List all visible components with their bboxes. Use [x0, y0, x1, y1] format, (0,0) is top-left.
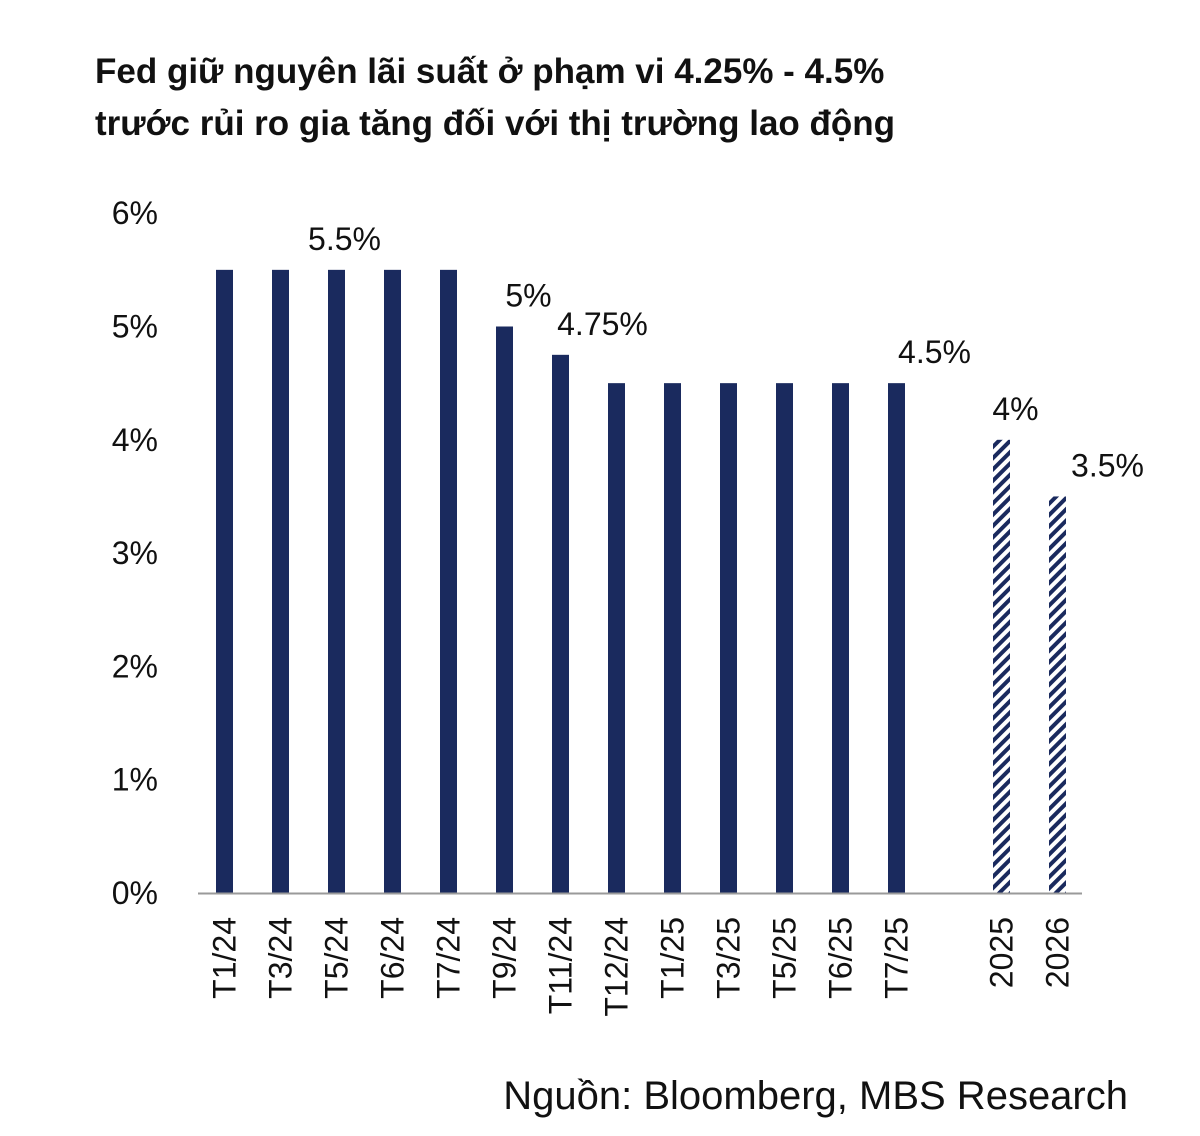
x-tick-label: T5/24 [319, 917, 355, 999]
x-tick-label: 2025 [984, 917, 1020, 988]
y-tick-label: 0% [112, 875, 158, 911]
bar-T11-24 [552, 354, 569, 893]
bar-T12-24 [608, 383, 625, 893]
data-label: 4% [992, 391, 1038, 427]
bar-T6-24 [384, 269, 401, 894]
bar-T7-25 [888, 383, 905, 893]
y-tick-label: 5% [112, 309, 158, 345]
x-tick-label: T5/25 [767, 917, 803, 999]
chart-title-line-1: Fed giữ nguyên lãi suất ở phạm vi 4.25% … [95, 52, 885, 91]
x-tick-label: T3/24 [263, 917, 299, 999]
data-label: 5% [505, 278, 551, 314]
y-tick-label: 6% [112, 195, 158, 231]
x-tick-label: T7/24 [431, 917, 467, 999]
bar-T3-24 [272, 269, 289, 894]
x-tick-label: T12/24 [599, 917, 635, 1017]
bar-T5-25 [776, 383, 793, 893]
x-tick-label: T1/25 [655, 917, 691, 999]
bar-forecast-2026 [1049, 496, 1066, 893]
chart-title: Fed giữ nguyên lãi suất ở phạm vi 4.25% … [95, 46, 1175, 150]
data-label: 3.5% [1071, 447, 1144, 483]
data-label: 4.5% [898, 334, 971, 370]
y-tick-label: 4% [112, 422, 158, 458]
x-axis-ticks: T1/24 T3/24 T5/24 T6/24 T7/24 T9/24 T11/24 T12/… [207, 917, 1076, 1017]
x-tick-label: T6/25 [823, 917, 859, 999]
data-labels: 5.5% 5%4.75% 4.5% 4% 3.5% [308, 221, 1144, 484]
bar-T1-24 [216, 269, 233, 894]
x-tick-label: T9/24 [487, 917, 523, 999]
y-tick-label: 2% [112, 648, 158, 684]
x-tick-label: T6/24 [375, 917, 411, 999]
source-note: Nguồn: Bloomberg, MBS Research [503, 1074, 1128, 1118]
data-label: 5.5% [308, 221, 381, 257]
x-tick-label: T7/25 [879, 917, 915, 999]
x-tick-label: T11/24 [543, 917, 579, 1014]
bar-T9-24 [496, 326, 513, 893]
data-label: 4.75% [557, 306, 648, 342]
bar-T6-25 [832, 383, 849, 893]
bar-forecast-2025 [993, 439, 1010, 893]
x-tick-label: 2026 [1040, 917, 1076, 988]
x-tick-label: T1/24 [207, 917, 243, 999]
y-axis-ticks: 0% 1% 2% 3% 4% 5% 6% [112, 195, 158, 911]
y-tick-label: 1% [112, 762, 158, 798]
bar-T7-24 [440, 269, 457, 894]
bar-T5-24 [328, 269, 345, 894]
bar-T3-25 [720, 383, 737, 893]
bar-T1-25 [664, 383, 681, 893]
bars [216, 269, 1066, 894]
chart-title-line-2: trước rủi ro gia tăng đối với thị trường… [95, 104, 896, 143]
x-tick-label: T3/25 [711, 917, 747, 999]
y-tick-label: 3% [112, 535, 158, 571]
